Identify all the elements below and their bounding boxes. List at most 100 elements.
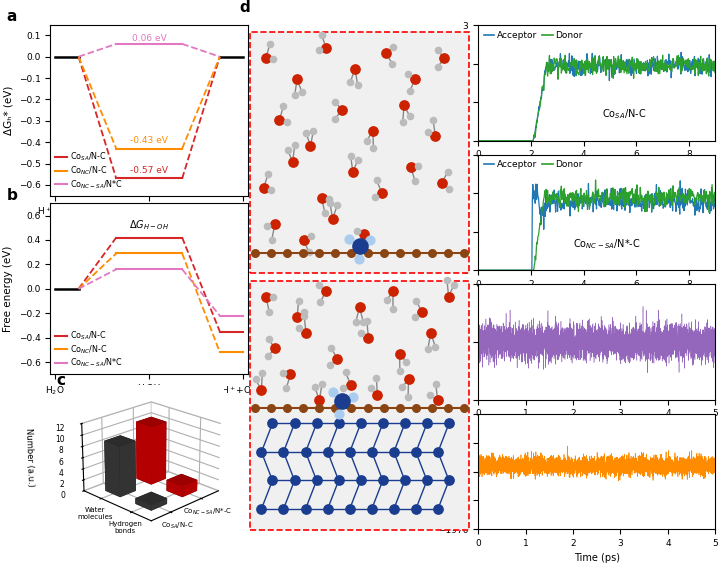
Bar <box>250 281 469 530</box>
Point <box>313 248 325 257</box>
X-axis label: Time (ps): Time (ps) <box>574 424 620 434</box>
Point <box>361 136 372 145</box>
Point <box>327 215 339 224</box>
Point <box>426 404 438 413</box>
Point <box>285 370 296 379</box>
Point <box>316 194 327 203</box>
Point <box>378 248 390 257</box>
Text: b: b <box>7 188 18 203</box>
Point <box>422 344 434 353</box>
Point <box>347 393 359 402</box>
Point <box>405 163 416 172</box>
Point <box>425 328 436 337</box>
Point <box>354 302 365 311</box>
X-axis label: z-coordinate (Å): z-coordinate (Å) <box>558 165 636 176</box>
Text: Co$_{SA}$/N-C: Co$_{SA}$/N-C <box>602 108 646 122</box>
Point <box>356 328 367 337</box>
Point <box>376 189 388 198</box>
Point <box>443 419 454 428</box>
Point <box>403 392 414 401</box>
Point <box>289 91 301 100</box>
Point <box>291 313 303 322</box>
Point <box>352 80 363 89</box>
Y-axis label: H-bonds N: H-bonds N <box>447 57 457 109</box>
Point <box>422 128 434 137</box>
Point <box>263 334 275 343</box>
Y-axis label: ΔGₕ* (eV): ΔGₕ* (eV) <box>3 86 13 135</box>
Point <box>421 476 433 485</box>
Point <box>344 504 355 513</box>
Point <box>351 226 362 235</box>
Point <box>258 184 270 193</box>
Point <box>308 126 319 135</box>
Point <box>266 235 278 244</box>
Bar <box>250 281 469 530</box>
Point <box>322 504 334 513</box>
Point <box>366 448 377 457</box>
Point <box>436 178 448 187</box>
Point <box>411 296 422 305</box>
Point <box>355 419 367 428</box>
Point <box>426 248 438 257</box>
Point <box>412 161 423 170</box>
Point <box>367 144 379 153</box>
Point <box>429 342 441 351</box>
Point <box>326 344 337 353</box>
Bar <box>250 33 469 273</box>
Point <box>298 307 310 316</box>
Point <box>278 504 289 513</box>
Point <box>421 419 433 428</box>
Point <box>404 111 416 120</box>
Point <box>313 396 325 405</box>
Text: d: d <box>239 0 250 15</box>
Point <box>314 297 326 306</box>
Point <box>432 504 444 513</box>
Point <box>387 287 398 296</box>
Point <box>257 368 268 377</box>
Point <box>334 409 345 418</box>
X-axis label: Reaction coordinate: Reaction coordinate <box>97 402 201 412</box>
Point <box>377 476 388 485</box>
Point <box>442 404 454 413</box>
Point <box>282 145 293 154</box>
Point <box>331 201 343 210</box>
Point <box>289 141 301 150</box>
Point <box>410 248 421 257</box>
Point <box>329 97 341 106</box>
Point <box>403 375 414 384</box>
Point <box>281 404 293 413</box>
Point <box>267 419 278 428</box>
Point <box>404 86 416 95</box>
Point <box>293 296 304 305</box>
Point <box>298 248 309 257</box>
Point <box>256 448 267 457</box>
Point <box>346 404 357 413</box>
Point <box>281 117 293 126</box>
Point <box>346 248 357 257</box>
Point <box>353 243 365 252</box>
Point <box>459 248 470 257</box>
Point <box>320 43 331 52</box>
Point <box>324 199 336 208</box>
Point <box>265 185 277 194</box>
Point <box>322 448 334 457</box>
Point <box>249 248 260 257</box>
Point <box>260 54 272 63</box>
Point <box>300 448 311 457</box>
Point <box>431 396 443 405</box>
Point <box>381 296 393 305</box>
X-axis label: z-coordinate (Å): z-coordinate (Å) <box>558 294 636 306</box>
Bar <box>250 33 469 273</box>
Point <box>311 476 322 485</box>
Point <box>409 177 421 186</box>
Point <box>291 74 303 83</box>
Point <box>432 448 444 457</box>
Point <box>371 176 383 185</box>
Point <box>281 248 293 257</box>
Text: Co$_{NC-SA}$/N*-C: Co$_{NC-SA}$/N*-C <box>573 237 641 251</box>
Point <box>316 379 328 388</box>
Point <box>388 304 399 313</box>
Point <box>301 128 312 137</box>
Text: a: a <box>7 9 17 24</box>
X-axis label: Reaction coordinate: Reaction coordinate <box>97 224 201 234</box>
